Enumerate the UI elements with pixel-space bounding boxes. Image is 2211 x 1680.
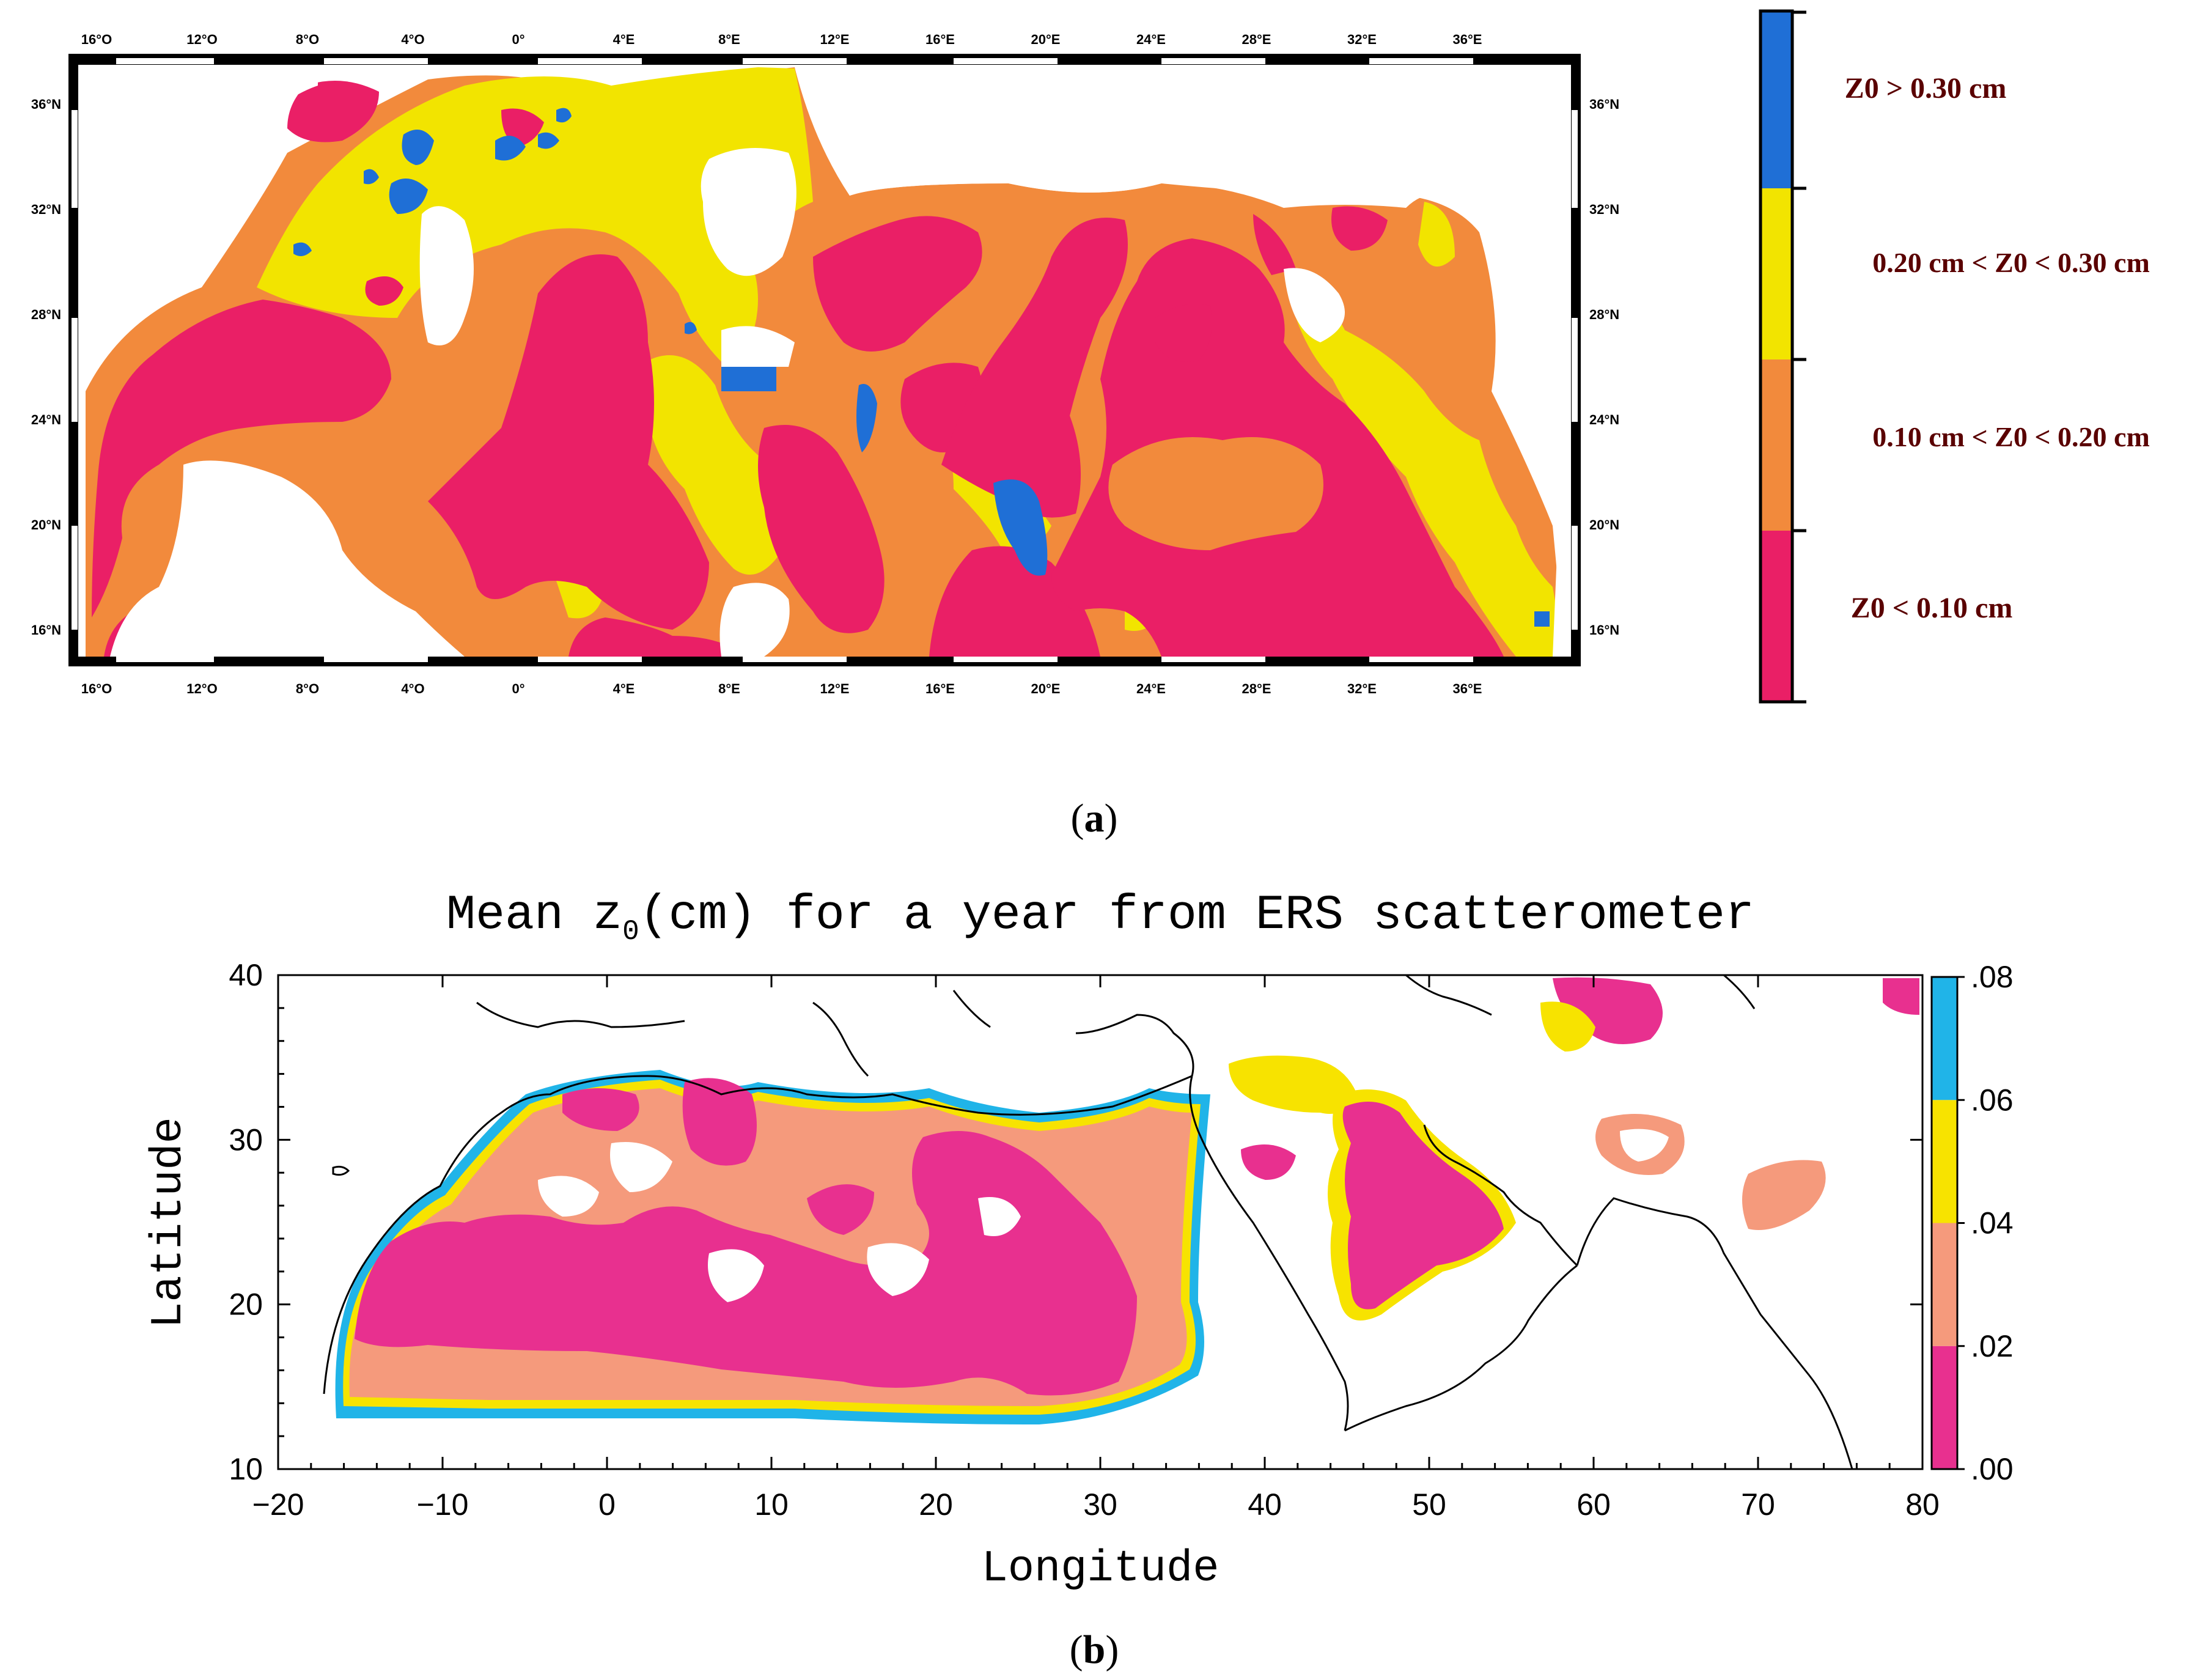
panel-a-lon-tick-bottom: 32°E xyxy=(1347,681,1377,696)
panel-a-lat-tick-right: 24°N xyxy=(1589,412,1619,427)
panel-b-x-tick-label: 50 xyxy=(1412,1487,1446,1522)
panel-b-x-tick-label: −20 xyxy=(252,1487,304,1522)
panel-a-lon-tick-top: 8°O xyxy=(296,32,319,47)
panel-b-x-tick-label: 60 xyxy=(1576,1487,1611,1522)
panel-a-lon-tick-bottom: 8°E xyxy=(718,681,740,696)
panel-a-lon-tick-top: 4°E xyxy=(613,32,635,47)
panel-b-y-tick-label: 40 xyxy=(229,958,263,992)
panel-a-lon-tick-bottom: 16°E xyxy=(925,681,955,696)
panel-b-y-axis-label: Latitude xyxy=(144,1117,194,1328)
legend-swatch-magenta xyxy=(1760,531,1792,702)
panel-b-chart: Mean z0(cm) for a year from ERS scattero… xyxy=(144,888,2014,1594)
legend-label-1: 0.20 cm < Z0 < 0.30 cm xyxy=(1872,247,2150,278)
panel-a-lon-tick-bottom: 12°E xyxy=(820,681,850,696)
panel-a-lon-tick-top: 24°E xyxy=(1136,32,1166,47)
colorbar-bin-3 xyxy=(1932,977,1957,1100)
panel-b-colorbar-labels: .08 .06 .04 .02 .00 xyxy=(1971,960,2014,1486)
legend-swatch-yellow xyxy=(1760,188,1792,359)
panel-a-lat-tick-right: 16°N xyxy=(1589,622,1619,638)
legend-label-2: 0.10 cm < Z0 < 0.20 cm xyxy=(1872,421,2150,452)
panel-a-lon-tick-top: 12°O xyxy=(186,32,217,47)
panel-a-top-tick-labels: 16°O 12°O 8°O 4°O 0° 4°E 8°E 12°E 16°E 20°E 24°E 28… xyxy=(81,32,1482,47)
panel-a-lon-tick-bottom: 28°E xyxy=(1242,681,1271,696)
panel-b-coastlines xyxy=(323,974,1853,1470)
panel-a-blue-patches xyxy=(293,108,1550,627)
panel-b-x-tick-label: 70 xyxy=(1741,1487,1775,1522)
panel-b-x-tick-label: 80 xyxy=(1905,1487,1940,1522)
panel-b-x-axis-label: Longitude xyxy=(982,1544,1220,1594)
panel-a-lon-tick-bottom: 24°E xyxy=(1136,681,1166,696)
panel-a-lat-tick-left: 36°N xyxy=(31,97,61,112)
panel-b-y-tick-label: 10 xyxy=(229,1452,263,1486)
panel-a-lon-tick-bottom: 0° xyxy=(512,681,524,696)
legend-swatch-blue xyxy=(1760,11,1792,188)
panel-a-lat-tick-left: 16°N xyxy=(31,622,61,638)
panel-a-lon-tick-bottom: 4°O xyxy=(401,681,424,696)
panel-a-lat-tick-left: 28°N xyxy=(31,307,61,322)
colorbar-tick-label: .08 xyxy=(1971,960,2014,994)
panel-a-lon-tick-bottom: 12°O xyxy=(186,681,217,696)
panel-b-y-tick-labels: 10 20 30 40 xyxy=(229,958,263,1486)
panel-a-lat-tick-right: 20°N xyxy=(1589,517,1619,532)
panel-a-nodata xyxy=(78,65,1571,657)
panel-b-z0-field xyxy=(335,977,1919,1424)
panel-a-lon-tick-top: 36°E xyxy=(1453,32,1482,47)
panel-a-lon-tick-bottom: 16°O xyxy=(81,681,112,696)
legend-ticks xyxy=(1792,10,1806,704)
panel-a-lon-tick-top: 28°E xyxy=(1242,32,1271,47)
panel-b-x-ticks xyxy=(277,975,1924,1469)
panel-a-lon-tick-bottom: 4°E xyxy=(613,681,635,696)
colorbar-tick-label: .00 xyxy=(1971,1452,2014,1486)
panel-a-lon-tick-top: 16°E xyxy=(925,32,955,47)
colorbar-tick-label: .02 xyxy=(1971,1329,2014,1363)
panel-a-lat-tick-right: 36°N xyxy=(1589,97,1619,112)
panel-a-bottom-tick-labels: 16°O 12°O 8°O 4°O 0° 4°E 8°E 12°E 16°E 20°E 24°E 28… xyxy=(81,681,1482,696)
panel-a-lat-tick-left: 32°N xyxy=(31,202,61,217)
panel-b-title: Mean z0(cm) for a year from ERS scattero… xyxy=(446,888,1754,948)
caption-a: (a) xyxy=(1071,796,1118,841)
panel-a-lon-tick-top: 0° xyxy=(512,32,524,47)
panel-a-lon-tick-bottom: 8°O xyxy=(296,681,319,696)
colorbar-bin-1 xyxy=(1932,1223,1957,1346)
panel-a-lon-tick-top: 32°E xyxy=(1347,32,1377,47)
panel-b-y-tick-label: 30 xyxy=(229,1122,263,1157)
panel-a-lat-tick-left: 20°N xyxy=(31,517,61,532)
panel-a-map: 16°O 12°O 8°O 4°O 0° 4°E 8°E 12°E 16°E 20°E 24°E 28… xyxy=(31,32,1619,696)
legend-label-0: Z0 > 0.30 cm xyxy=(1845,72,2007,105)
panel-a-legend: Z0 > 0.30 cm 0.20 cm < Z0 < 0.30 cm 0.10… xyxy=(1759,9,2150,704)
colorbar-tick-label: .06 xyxy=(1971,1083,2014,1117)
panel-a-lon-tick-bottom: 20°E xyxy=(1031,681,1061,696)
panel-b-x-tick-label: 10 xyxy=(754,1487,789,1522)
panel-a-lon-tick-top: 4°O xyxy=(401,32,424,47)
panel-a-left-lat-labels: 36°N 32°N 28°N 24°N 20°N 16°N xyxy=(31,97,61,638)
panel-b-x-tick-label: −10 xyxy=(417,1487,469,1522)
panel-b-x-tick-labels: −20 −10 0 10 20 30 40 50 60 70 80 xyxy=(252,1487,1940,1522)
panel-b-x-tick-label: 20 xyxy=(919,1487,953,1522)
colorbar-bin-0 xyxy=(1932,1346,1957,1469)
panel-a-lat-tick-right: 28°N xyxy=(1589,307,1619,322)
panel-a-lat-tick-left: 24°N xyxy=(31,412,61,427)
panel-b-x-tick-label: 40 xyxy=(1248,1487,1282,1522)
panel-a-roughness-field xyxy=(78,65,1571,657)
panel-b-colorbar xyxy=(1930,976,1965,1470)
panel-b-y-tick-label: 20 xyxy=(229,1288,263,1322)
legend-label-3: Z0 < 0.10 cm xyxy=(1851,592,2013,624)
panel-a-lon-tick-top: 8°E xyxy=(718,32,740,47)
panel-a-lon-tick-top: 16°O xyxy=(81,32,112,47)
panel-a-right-lat-labels: 36°N 32°N 28°N 24°N 20°N 16°N xyxy=(1589,97,1619,638)
colorbar-tick-label: .04 xyxy=(1971,1206,2014,1240)
panel-a-lat-tick-right: 32°N xyxy=(1589,202,1619,217)
legend-swatch-orange xyxy=(1760,359,1792,531)
colorbar-bin-2 xyxy=(1932,1100,1957,1223)
panel-b-x-tick-label: 30 xyxy=(1083,1487,1117,1522)
panel-a-frame-segments xyxy=(72,58,1578,662)
panel-a-lon-tick-top: 12°E xyxy=(820,32,850,47)
panel-a-lon-tick-top: 20°E xyxy=(1031,32,1061,47)
panel-b-x-tick-label: 0 xyxy=(598,1487,616,1522)
panel-b-y-ticks xyxy=(278,974,1922,1470)
caption-b: (b) xyxy=(1070,1627,1119,1672)
panel-a-lon-tick-bottom: 36°E xyxy=(1453,681,1482,696)
